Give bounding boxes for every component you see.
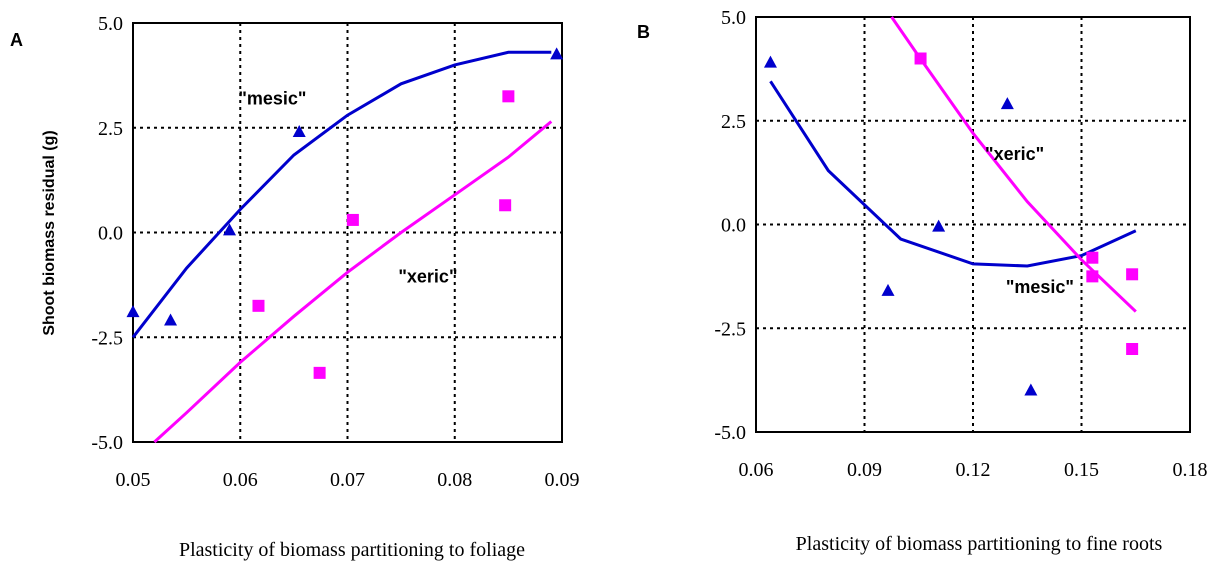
data-point-xeric [1086,270,1099,283]
data-point-xeric [502,90,515,103]
y-tick-label: 5.0 [721,7,746,29]
data-point-mesic [292,124,306,137]
data-point-mesic [550,47,564,60]
y-tick-label: -5.0 [714,422,746,444]
data-point-xeric [1126,343,1139,355]
series-annotation: "xeric" [398,266,457,286]
trend-line-mesic [769,80,1137,268]
y-tick-label: -5.0 [91,432,123,454]
data-point-mesic [126,305,140,318]
series-annotation: "mesic" [1006,277,1074,297]
data-point-xeric [346,213,359,226]
x-tick-label: 0.09 [545,469,580,491]
data-point-xeric [914,52,927,65]
data-point-mesic [932,219,946,232]
data-point-mesic [1024,383,1038,396]
panel-letter: A [10,30,23,50]
data-point-mesic [223,223,237,236]
y-axis-title: Shoot biomass residual (g) [41,130,58,335]
data-point-xeric [252,299,265,312]
panel-letter: B [637,22,650,42]
x-tick-label: 0.06 [223,469,258,491]
trend-line-xeric [890,16,1137,313]
data-point-mesic [164,313,178,326]
data-point-mesic [1000,97,1014,110]
x-axis-title: Plasticity of biomass partitioning to fo… [179,539,525,561]
data-point-xeric [1086,251,1099,264]
series-annotation: "xeric" [985,144,1044,164]
x-tick-label: 0.07 [330,469,365,491]
x-axis-title: Plasticity of biomass partitioning to fi… [796,533,1163,555]
data-point-mesic [881,283,895,296]
x-tick-label: 0.08 [437,469,472,491]
trend-line-mesic [131,50,552,339]
y-tick-label: 2.5 [98,118,123,140]
x-tick-label: 0.15 [1064,459,1099,481]
y-tick-label: 0.0 [98,223,123,245]
x-tick-label: 0.06 [739,459,774,481]
series-annotation: "mesic" [238,88,306,108]
y-tick-label: 0.0 [721,215,746,237]
x-tick-label: 0.12 [956,459,991,481]
y-tick-label: -2.5 [714,318,746,340]
data-point-xeric [1126,268,1139,281]
x-tick-label: 0.09 [847,459,882,481]
panel-a: 0.05 0.06 0.07 0.08 0.09 5.0 2.5 0.0 -2.5 -5.0 A Pl… [10,13,580,561]
data-point-xeric [313,366,326,379]
y-tick-label: 2.5 [721,111,746,133]
y-tick-label: -2.5 [91,327,123,349]
trend-line-xeric [153,120,553,444]
y-tick-label: 5.0 [98,13,123,35]
x-tick-label: 0.18 [1173,459,1208,481]
data-point-xeric [499,199,512,212]
panel-b: 0.06 0.09 0.12 0.15 0.18 5.0 2.5 0.0 -2.5 -5.0 B Pl… [637,7,1208,555]
x-tick-label: 0.05 [116,469,151,491]
data-point-mesic [763,55,777,68]
